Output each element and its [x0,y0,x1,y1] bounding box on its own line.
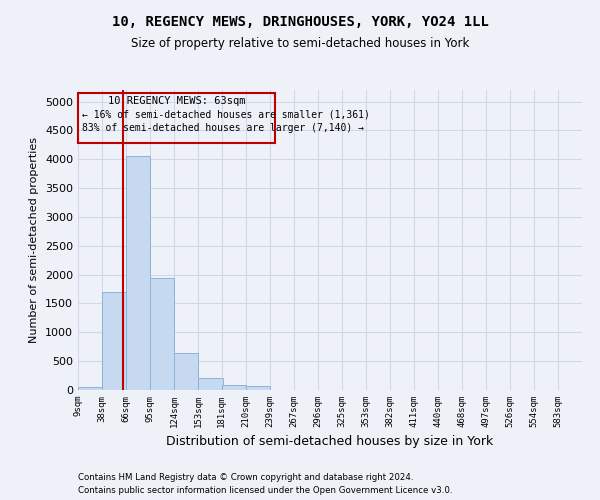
Text: 10 REGENCY MEWS: 63sqm: 10 REGENCY MEWS: 63sqm [108,96,245,106]
Text: Contains public sector information licensed under the Open Government Licence v3: Contains public sector information licen… [78,486,452,495]
Bar [78,387,102,390]
Text: 10, REGENCY MEWS, DRINGHOUSES, YORK, YO24 1LL: 10, REGENCY MEWS, DRINGHOUSES, YORK, YO2… [112,15,488,29]
Text: ← 16% of semi-detached houses are smaller (1,361): ← 16% of semi-detached houses are smalle… [82,110,370,120]
Bar [199,378,223,390]
Bar [174,352,199,390]
Bar [102,292,127,390]
Bar [246,386,270,390]
Text: Size of property relative to semi-detached houses in York: Size of property relative to semi-detach… [131,38,469,51]
Text: Contains HM Land Registry data © Crown copyright and database right 2024.: Contains HM Land Registry data © Crown c… [78,472,413,482]
Y-axis label: Number of semi-detached properties: Number of semi-detached properties [29,137,40,343]
Text: 83% of semi-detached houses are larger (7,140) →: 83% of semi-detached houses are larger (… [82,124,364,134]
Bar [222,386,246,390]
X-axis label: Distribution of semi-detached houses by size in York: Distribution of semi-detached houses by … [166,436,494,448]
Bar [125,156,150,390]
Bar [150,278,174,390]
